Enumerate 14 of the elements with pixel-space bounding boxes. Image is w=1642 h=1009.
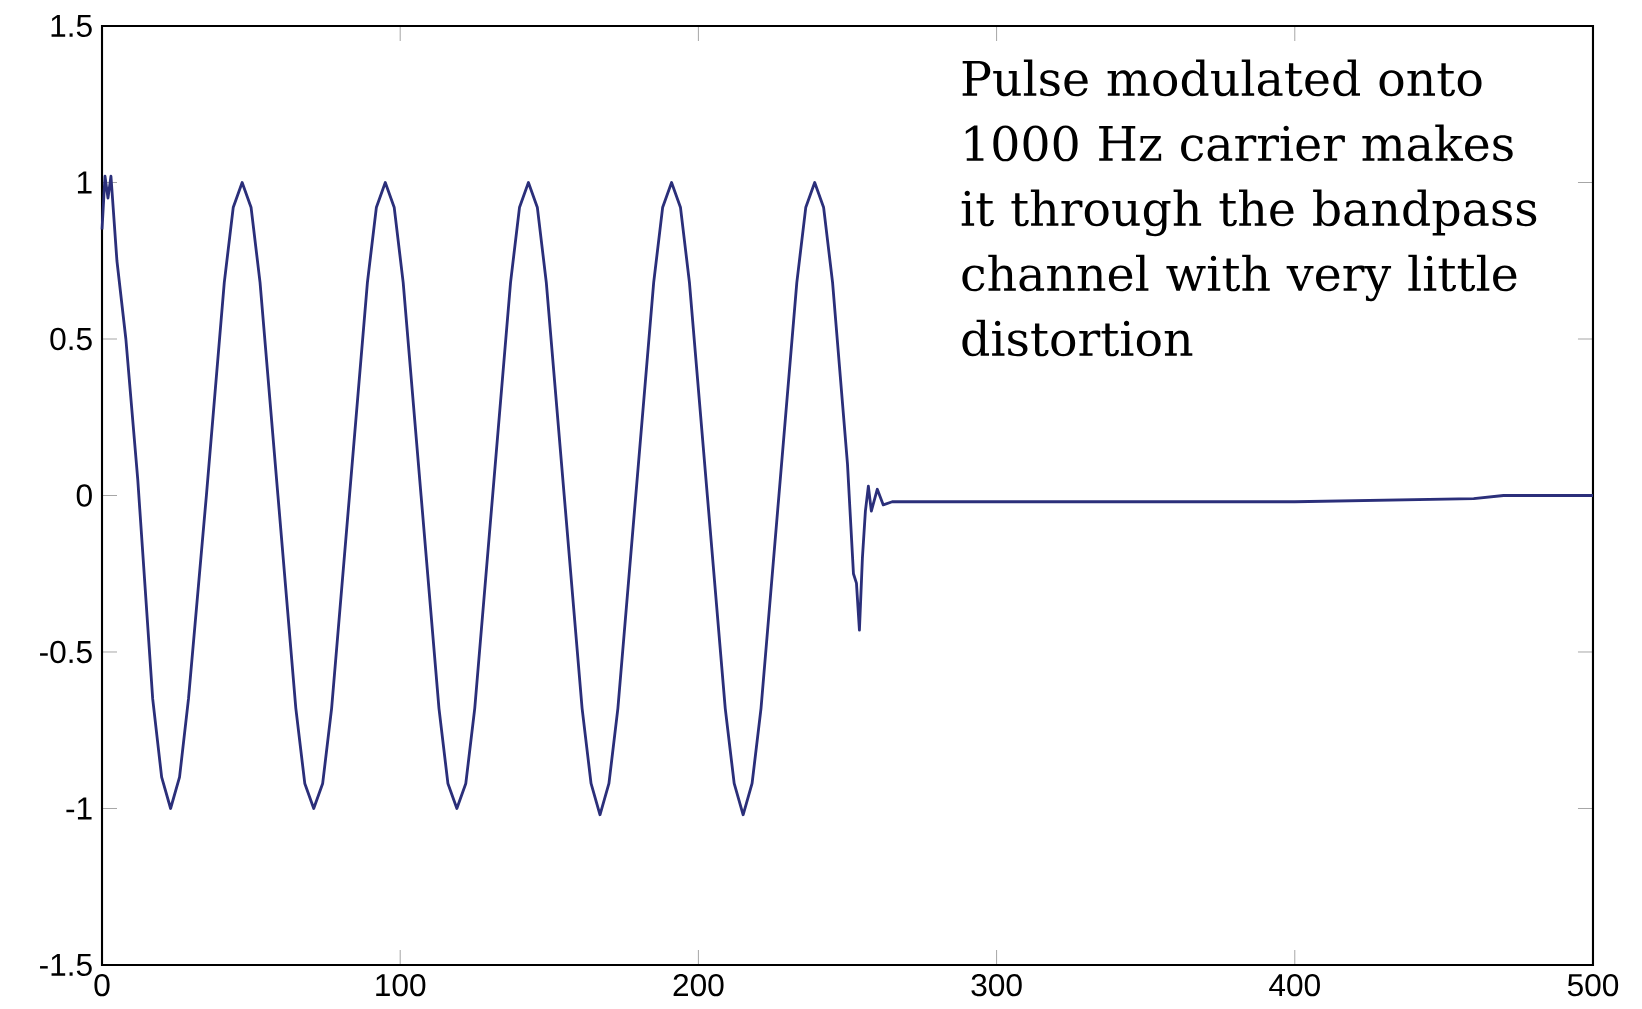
- x-tick-label: 0: [94, 973, 110, 997]
- y-tick-label: 1.5: [51, 14, 92, 38]
- x-tick-label: 100: [376, 973, 426, 997]
- x-tick-label: 500: [1567, 973, 1619, 997]
- x-tick-label: 400: [1269, 973, 1320, 997]
- x-tick-label: 300: [971, 973, 1022, 997]
- y-tick-label: -1: [66, 797, 92, 820]
- y-tick-label: -0.5: [40, 640, 92, 664]
- y-tick-label: 0: [76, 484, 92, 507]
- y-tick-label: -1.5: [40, 953, 92, 977]
- y-tick-label: 0.5: [50, 327, 92, 351]
- y-tick-label: 1: [77, 171, 92, 194]
- annotation: Pulse modulated onto 1000 Hz carrier makes it through the bandpass channel with very little distortion: [961, 59, 1537, 357]
- x-tick-label: 200: [673, 973, 724, 997]
